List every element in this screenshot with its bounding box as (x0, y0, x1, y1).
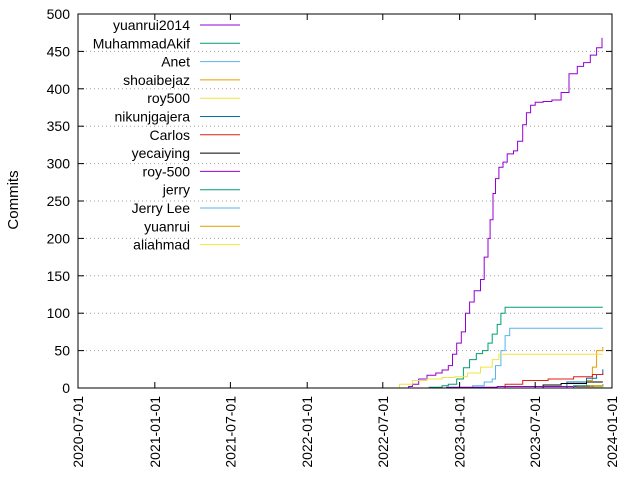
y-tick-label: 400 (47, 81, 71, 97)
x-tick-label: 2023-01-01 (452, 396, 468, 468)
y-tick-label: 450 (47, 43, 71, 59)
y-tick-label: 100 (47, 305, 71, 321)
y-tick-label: 50 (54, 343, 70, 359)
legend-label: roy-500 (143, 163, 191, 179)
legend-label: yecaiying (132, 145, 190, 161)
legend-label: roy500 (147, 90, 190, 106)
series-line-anet (454, 327, 603, 389)
y-tick-label: 150 (47, 268, 71, 284)
x-tick-label: 2024-01-01 (604, 396, 620, 468)
legend-label: aliahmad (133, 237, 190, 253)
y-tick-label: 300 (47, 156, 71, 172)
x-tick-label: 2022-01-01 (299, 396, 315, 468)
series-line-carlos (497, 373, 604, 389)
legend-label: Carlos (150, 127, 190, 143)
y-tick-label: 250 (47, 193, 71, 209)
legend: yuanrui2014 MuhammadAkif Anet shoaibejaz roy… (93, 17, 240, 253)
y-tick-label: 350 (47, 118, 71, 134)
axis-ticks: 0 50 100 150 200 250 300 350 400 450 500 2020-07-01… (47, 6, 620, 468)
x-tick-label: 2023-07-01 (527, 396, 543, 468)
legend-label: jerry (162, 182, 190, 198)
y-axis-title: Commits (5, 170, 22, 229)
y-tick-label: 200 (47, 230, 71, 246)
legend-label: Anet (161, 54, 190, 70)
legend-label: MuhammadAkif (93, 35, 190, 51)
series-line-roy500 (388, 353, 603, 389)
y-tick-label: 0 (62, 380, 70, 396)
legend-label: yuanrui2014 (113, 17, 190, 33)
series-line-muhammadakif (408, 306, 603, 389)
x-tick-label: 2021-01-01 (147, 396, 163, 468)
series-line-yuanrui2014 (403, 37, 603, 389)
legend-label: nikunjgajera (115, 109, 191, 125)
x-tick-label: 2022-07-01 (375, 396, 391, 468)
x-tick-label: 2020-07-01 (70, 396, 86, 468)
y-tick-label: 500 (47, 6, 71, 22)
legend-label: yuanrui (144, 218, 190, 234)
legend-label: Jerry Lee (132, 200, 191, 216)
legend-label: shoaibejaz (123, 72, 190, 88)
x-tick-label: 2021-07-01 (222, 396, 238, 468)
series-lines (388, 37, 604, 389)
